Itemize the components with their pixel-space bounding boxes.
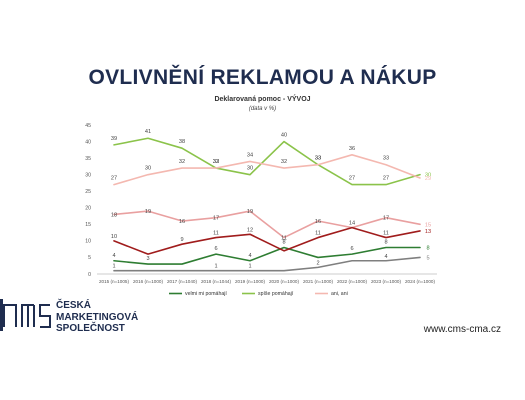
data-label: 13 <box>425 229 431 235</box>
data-label: 8 <box>426 246 429 252</box>
data-label: 27 <box>383 176 389 182</box>
cms-logo-icon <box>0 299 51 331</box>
data-label: 27 <box>349 176 355 182</box>
x-tick-label: 2019 (n=1000) <box>235 279 265 284</box>
x-tick-label: 2023 (n=1000) <box>371 279 401 284</box>
data-label: 1 <box>112 264 115 270</box>
series-line <box>113 246 421 265</box>
y-tick-label: 5 <box>88 255 91 261</box>
data-label: 4 <box>248 253 251 259</box>
data-label: 30 <box>425 173 431 179</box>
data-label: 12 <box>247 227 253 233</box>
website-link[interactable]: www.cms-cma.cz <box>423 324 501 335</box>
series-line <box>113 137 421 186</box>
data-label: 11 <box>315 231 321 237</box>
legend-label: spíše pomáhají <box>258 291 294 297</box>
data-label: 2 <box>316 260 319 266</box>
data-label: 33 <box>213 159 219 165</box>
chart-note: (data v %) <box>248 106 277 112</box>
data-label: 29 <box>425 176 431 182</box>
y-tick-label: 30 <box>85 172 91 178</box>
x-tick-label: 2017 (n=1040) <box>167 279 197 284</box>
chart-subtitle: Deklarovaná pomoc - VÝVOJ <box>214 96 311 103</box>
data-label: 10 <box>111 234 117 240</box>
data-label: 11 <box>281 236 287 242</box>
y-tick-label: 0 <box>88 272 91 278</box>
data-label: 17 <box>213 216 219 222</box>
data-label: 1 <box>214 264 217 270</box>
data-label: 8 <box>384 240 387 246</box>
legend-label: velmi mi pomáhají <box>185 291 227 297</box>
data-label: 11 <box>213 231 219 237</box>
data-label: 11 <box>383 231 389 237</box>
y-tick-label: 10 <box>85 239 91 245</box>
data-label: 32 <box>281 159 287 165</box>
data-label: 39 <box>111 136 117 142</box>
x-tick-label: 2022 (n=1000) <box>337 279 367 284</box>
data-label: 1 <box>248 264 251 270</box>
data-label: 6 <box>214 246 217 252</box>
data-label: 33 <box>315 156 321 162</box>
y-tick-label: 25 <box>85 189 91 195</box>
data-label: 33 <box>315 156 321 162</box>
data-label: 4 <box>384 254 387 260</box>
y-tick-label: 35 <box>85 156 91 162</box>
data-label: 14 <box>349 221 355 227</box>
data-label: 6 <box>350 246 353 252</box>
data-label: 41 <box>145 129 151 135</box>
series-line <box>113 210 421 239</box>
y-tick-label: 45 <box>85 123 91 129</box>
data-label: 40 <box>281 133 287 139</box>
data-label: 17 <box>383 216 389 222</box>
series-line <box>113 226 421 255</box>
data-label: 27 <box>111 176 117 182</box>
data-label: 34 <box>247 152 253 158</box>
y-tick-label: 20 <box>85 206 91 212</box>
data-label: 3 <box>146 256 149 262</box>
data-label: 19 <box>145 209 151 215</box>
data-label: 16 <box>179 219 185 225</box>
x-tick-label: 2020 (n=1000) <box>269 279 299 284</box>
x-tick-label: 2015 (n=1005) <box>99 279 129 284</box>
data-label: 30 <box>145 166 151 172</box>
data-label: 18 <box>111 212 117 218</box>
data-label: 33 <box>383 156 389 162</box>
data-label: 15 <box>425 222 431 228</box>
x-tick-label: 2021 (n=1000) <box>303 279 333 284</box>
series-line <box>113 256 421 272</box>
data-label: 5 <box>426 255 429 261</box>
data-label: 32 <box>213 159 219 165</box>
page-title: OVLIVNĚNÍ REKLAMOU A NÁKUP <box>88 66 437 89</box>
y-tick-label: 40 <box>85 139 91 145</box>
data-label: 9 <box>180 237 183 243</box>
x-tick-label: 2024 (n=1000) <box>405 279 435 284</box>
data-label: 38 <box>179 139 185 145</box>
data-label: 8 <box>282 240 285 246</box>
x-tick-label: 2016 (n=1000) <box>133 279 163 284</box>
series-line <box>113 154 421 186</box>
data-label: 19 <box>247 209 253 215</box>
brand-name: ČESKÁ MARKETINGOVÁ SPOLEČNOST <box>56 300 139 334</box>
data-label: 16 <box>315 219 321 225</box>
legend-label: ani, ani <box>331 291 348 297</box>
y-tick-label: 15 <box>85 222 91 228</box>
data-label: 36 <box>349 146 355 152</box>
data-label: 30 <box>247 166 253 172</box>
data-label: 32 <box>179 159 185 165</box>
data-label: 4 <box>112 253 115 259</box>
x-tick-label: 2018 (n=1044) <box>201 279 231 284</box>
